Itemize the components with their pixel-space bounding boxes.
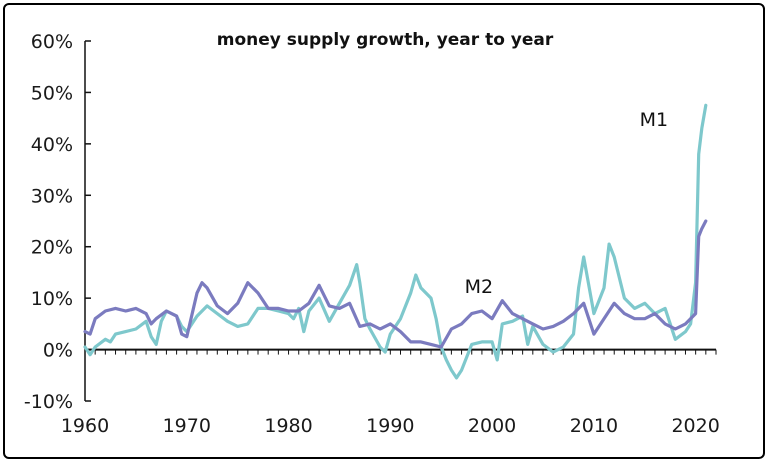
x-tick-label: 2010 (570, 415, 618, 437)
series-line-m1 (83, 103, 708, 380)
series-label-m1: M1 (640, 109, 668, 131)
series-line-m2 (83, 219, 708, 349)
x-tick-label: 1970 (163, 415, 211, 437)
series-labels: M1 M2 (465, 109, 669, 298)
chart-title: money supply growth, year to year (217, 30, 554, 50)
y-tick-label: 50% (31, 82, 73, 104)
x-tick-label: 1980 (264, 415, 312, 437)
x-tick-label: 2020 (671, 415, 719, 437)
y-axis: -10% 0% 10% 20% 30% 40% 50% 60% (24, 31, 91, 413)
x-tick-label: 1960 (61, 415, 109, 437)
y-tick-label: 30% (31, 185, 73, 207)
y-tick-label: 20% (31, 237, 73, 259)
y-tick-label: 0% (43, 340, 73, 362)
y-tick-label: 40% (31, 134, 73, 156)
x-axis: 1960 1970 1980 1990 2000 2010 2020 (61, 348, 720, 437)
x-tick-label: 1990 (366, 415, 414, 437)
x-tick-label: 2000 (468, 415, 516, 437)
series-lines (83, 103, 708, 380)
y-tick-label: -10% (24, 391, 73, 413)
y-tick-label: 10% (31, 288, 73, 310)
chart-frame (3, 3, 765, 459)
y-tick-label: 60% (31, 31, 73, 53)
series-label-m2: M2 (465, 276, 493, 298)
